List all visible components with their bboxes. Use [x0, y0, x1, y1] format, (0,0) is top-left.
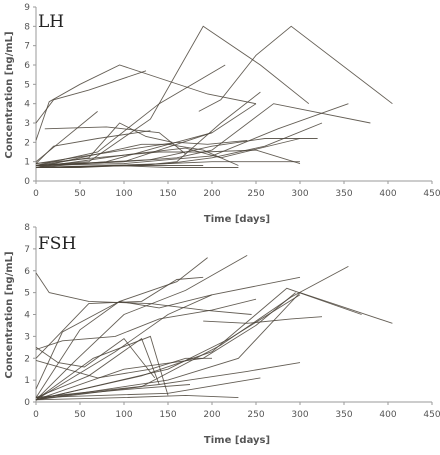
- series-line-4: [35, 294, 213, 398]
- axes: [33, 6, 433, 184]
- x-tick-label: 50: [74, 189, 86, 199]
- y-tick-label: 9: [24, 3, 30, 13]
- series-lines: [35, 255, 393, 401]
- series-line-14: [35, 122, 323, 168]
- series-line-1: [35, 64, 257, 141]
- x-tick-label: 400: [379, 410, 396, 420]
- y-tick-label: 2: [24, 138, 30, 148]
- series-line-17: [35, 138, 301, 168]
- x-tick-label: 200: [203, 189, 220, 199]
- series-line-9: [35, 337, 156, 379]
- y-tick-label: 5: [24, 80, 30, 90]
- lh-chart: LH Concentration [ng/mL] Time [days] 0 1 2…: [4, 3, 440, 225]
- x-tick-label: 350: [335, 410, 352, 420]
- y-tick-label: 3: [24, 332, 30, 342]
- series-line-12: [35, 103, 349, 166]
- x-tick-label: 450: [423, 410, 440, 420]
- y-axis-label: Concentration [ng/mL]: [4, 31, 15, 158]
- series-line-19: [35, 394, 239, 401]
- series-line-5: [35, 276, 204, 359]
- x-tick-label: 50: [74, 410, 86, 420]
- y-tick-label: 8: [24, 223, 30, 233]
- series-line-14: [35, 294, 301, 401]
- x-tick-label: 350: [335, 189, 352, 199]
- series-line-21: [35, 149, 301, 165]
- series-line-9: [198, 25, 393, 112]
- series-line-7: [35, 337, 160, 399]
- chart-title: LH: [38, 12, 64, 32]
- series-line-17: [35, 362, 301, 399]
- y-tick-label: 4: [24, 311, 30, 321]
- series-line-23: [36, 165, 239, 168]
- series-line-16: [203, 316, 323, 324]
- series-line-8: [35, 64, 226, 166]
- axes: [33, 226, 433, 405]
- tick-labels: 0 1 2 3 4 5 6 7 8 9 0 50 100 150 200 250 300 350 400 450: [24, 3, 440, 199]
- tick-labels: 0 1 2 3 4 5 6 7 8 0 50 100 150 200 250 300 350 400 450: [24, 223, 440, 420]
- series-line-18: [35, 377, 261, 399]
- y-tick-label: 3: [24, 119, 30, 129]
- series-line-20: [35, 384, 191, 399]
- y-tick-label: 4: [24, 100, 30, 110]
- x-tick-label: 400: [379, 189, 396, 199]
- y-tick-label: 0: [24, 177, 30, 187]
- series-line-8: [35, 298, 257, 350]
- x-tick-label: 250: [247, 410, 264, 420]
- series-line-3: [35, 255, 248, 401]
- y-axis-label: Concentration [ng/mL]: [4, 251, 15, 378]
- series-line-2: [35, 257, 208, 390]
- series-line-10: [35, 276, 301, 401]
- series-line-7: [35, 25, 310, 166]
- x-tick-label: 150: [159, 189, 176, 199]
- fsh-chart: FSH Concentration [ng/mL] Time [days] 0 1…: [4, 223, 440, 446]
- y-tick-label: 2: [24, 354, 30, 364]
- y-tick-label: 7: [24, 245, 30, 255]
- series-line-4: [35, 130, 151, 164]
- x-tick-label: 100: [115, 189, 132, 199]
- series-lines: [35, 25, 393, 168]
- y-tick-label: 6: [24, 61, 30, 71]
- x-tick-label: 300: [291, 189, 308, 199]
- x-tick-label: 0: [33, 189, 39, 199]
- x-tick-label: 150: [159, 410, 176, 420]
- chart-title: FSH: [38, 234, 76, 254]
- y-tick-label: 8: [24, 22, 30, 32]
- x-axis-label: Time [days]: [204, 214, 270, 225]
- y-tick-label: 0: [24, 398, 30, 408]
- series-line-15: [35, 292, 393, 401]
- x-tick-label: 200: [203, 410, 220, 420]
- y-tick-label: 1: [24, 376, 30, 386]
- series-line-18: [35, 138, 318, 166]
- y-tick-label: 5: [24, 289, 30, 299]
- x-tick-label: 250: [247, 189, 264, 199]
- series-line-21: [35, 357, 212, 379]
- x-tick-label: 450: [423, 189, 440, 199]
- series-line-2: [35, 70, 147, 124]
- y-tick-label: 6: [24, 267, 30, 277]
- x-tick-label: 300: [291, 410, 308, 420]
- y-tick-label: 7: [24, 42, 30, 52]
- y-tick-label: 1: [24, 158, 30, 168]
- series-line-13: [35, 103, 371, 166]
- x-axis-label: Time [days]: [204, 435, 270, 446]
- x-tick-label: 0: [33, 410, 39, 420]
- x-tick-label: 100: [115, 410, 132, 420]
- series-line-16: [35, 161, 300, 168]
